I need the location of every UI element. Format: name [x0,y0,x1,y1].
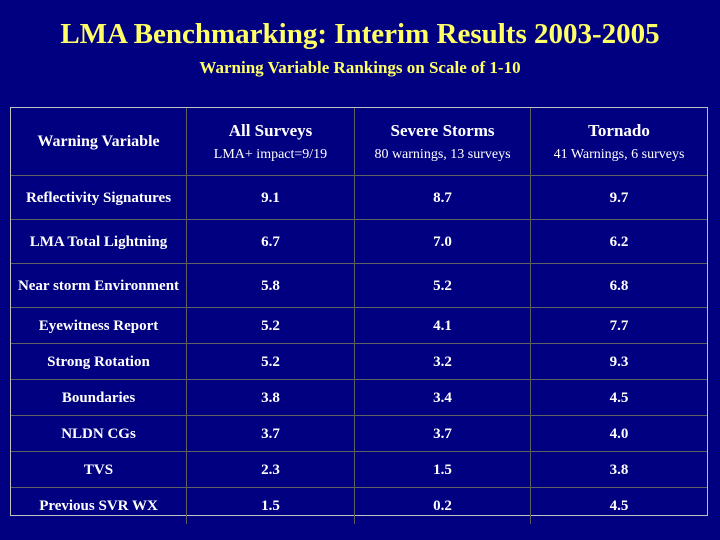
cell-value: 5.2 [187,344,355,380]
header-detail: 80 warnings, 13 surveys [374,146,511,162]
row-label: TVS [11,452,187,488]
row-label: Previous SVR WX [11,488,187,524]
cell-value: 6.7 [187,220,355,264]
cell-value: 9.7 [531,176,707,220]
row-label: Near storm Environment [11,264,187,308]
cell-value: 8.7 [355,176,531,220]
header-tornado: Tornado 41 Warnings, 6 surveys [531,108,707,176]
cell-value: 5.8 [187,264,355,308]
header-label: Warning Variable [37,132,160,150]
row-label: Strong Rotation [11,344,187,380]
cell-value: 1.5 [187,488,355,524]
cell-value: 3.4 [355,380,531,416]
cell-value: 3.7 [355,416,531,452]
cell-value: 7.7 [531,308,707,344]
cell-value: 1.5 [355,452,531,488]
row-label: Eyewitness Report [11,308,187,344]
rankings-table: Warning Variable All Surveys LMA+ impact… [10,107,708,524]
cell-value: 9.1 [187,176,355,220]
header-name: All Surveys [228,120,313,140]
header-name: Tornado [588,120,650,140]
header-detail: LMA+ impact=9/19 [213,146,328,162]
cell-value: 9.3 [531,344,707,380]
row-label: Boundaries [11,380,187,416]
cell-value: 4.5 [531,380,707,416]
row-label: Reflectivity Signatures [11,176,187,220]
header-detail: 41 Warnings, 6 surveys [553,146,685,162]
cell-value: 4.0 [531,416,707,452]
header-name: Severe Storms [390,120,495,140]
cell-value: 3.7 [187,416,355,452]
cell-value: 3.8 [187,380,355,416]
header-warning-variable: Warning Variable [11,108,187,176]
cell-value: 5.2 [355,264,531,308]
cell-value: 2.3 [187,452,355,488]
row-label: LMA Total Lightning [11,220,187,264]
cell-value: 4.5 [609,498,629,514]
cell-value: 5.2 [187,308,355,344]
row-label: NLDN CGs [11,416,187,452]
cell-value: 6.8 [531,264,707,308]
cell-value: 3.2 [355,344,531,380]
slide-title: LMA Benchmarking: Interim Results 2003-2… [60,18,660,50]
cell-value: 3.8 [531,452,707,488]
cell-value: 4.1 [355,308,531,344]
slide-subtitle: Warning Variable Rankings on Scale of 1-… [199,58,521,77]
header-all-surveys: All Surveys LMA+ impact=9/19 [187,108,355,176]
cell-value: 6.2 [531,220,707,264]
header-severe-storms: Severe Storms 80 warnings, 13 surveys [355,108,531,176]
cell-value: 0.2 [355,488,531,524]
cell-value: 7.0 [355,220,531,264]
